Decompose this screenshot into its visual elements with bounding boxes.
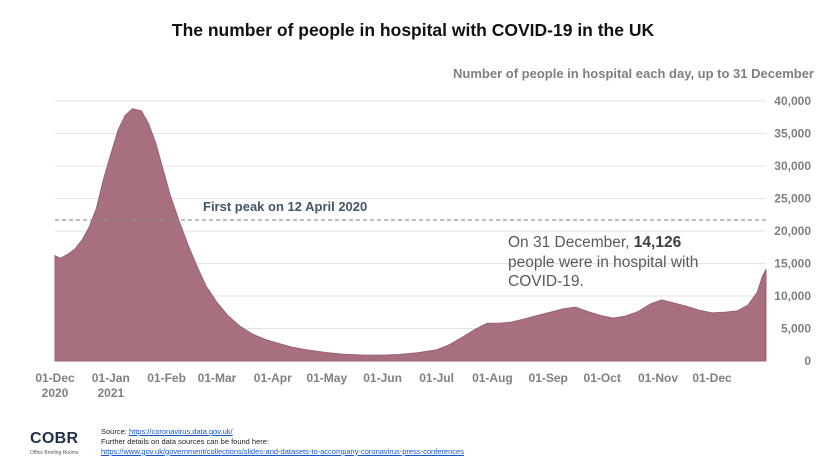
x-tick-label: 01-Jun xyxy=(363,371,402,385)
x-tick-label: 01-Dec xyxy=(35,371,75,385)
x-tick-label: 01-Aug xyxy=(472,371,513,385)
x-tick-year-label: 2021 xyxy=(97,386,124,400)
x-tick-label: 01-Jan xyxy=(92,371,130,385)
x-tick-label: 01-Jul xyxy=(419,371,454,385)
note-value: 14,126 xyxy=(633,234,682,251)
further-details-link[interactable]: https://www.gov.uk/government/collection… xyxy=(101,446,464,456)
y-tick-label: 35,000 xyxy=(774,127,811,141)
y-tick-label: 10,000 xyxy=(774,289,811,303)
y-tick-label: 0 xyxy=(804,354,811,368)
y-tick-label: 20,000 xyxy=(774,224,811,238)
x-tick-label: 01-Nov xyxy=(638,371,678,385)
y-axis-labels: 0 5,000 10,000 15,000 20,000 25,000 30,000 35,0… xyxy=(774,94,811,368)
further-details-text: Further details on data sources can be f… xyxy=(101,436,270,446)
latest-value-note: On 31 December, 14,126 people were in ho… xyxy=(508,233,738,292)
note-prefix: On 31 December, xyxy=(508,234,634,251)
x-tick-label: 01-Dec xyxy=(692,371,732,385)
x-tick-label: 01-Apr xyxy=(254,371,292,385)
source-link[interactable]: https://coronavirus.data.gov.uk/ xyxy=(128,427,233,436)
x-tick-label: 01-Feb xyxy=(147,371,186,385)
x-tick-label: 01-Oct xyxy=(584,371,621,385)
y-tick-label: 15,000 xyxy=(774,257,811,271)
x-tick-year-label: 2020 xyxy=(42,386,69,400)
note-suffix: people were in hospital with COVID-19. xyxy=(508,253,699,291)
x-tick-label: 01-Sep xyxy=(529,371,568,385)
chart-subtitle: Number of people in hospital each day, u… xyxy=(453,66,814,81)
y-tick-label: 30,000 xyxy=(774,159,811,173)
series-area xyxy=(54,108,767,362)
cobr-logo-subtitle: Office Briefing Rooms xyxy=(30,450,79,456)
x-tick-label: 01-May xyxy=(306,371,347,385)
y-tick-label: 5,000 xyxy=(781,322,811,336)
x-tick-label: 01-Mar xyxy=(198,371,237,385)
cobr-logo: COBR xyxy=(30,430,79,447)
y-tick-label: 25,000 xyxy=(774,192,811,206)
chart-title: The number of people in hospital with CO… xyxy=(171,20,655,40)
source-footnote: Source: https://coronavirus.data.gov.uk/… xyxy=(101,427,464,456)
y-tick-label: 40,000 xyxy=(774,94,811,108)
source-label: Source: xyxy=(101,427,129,436)
first-peak-label: First peak on 12 April 2020 xyxy=(203,199,368,214)
